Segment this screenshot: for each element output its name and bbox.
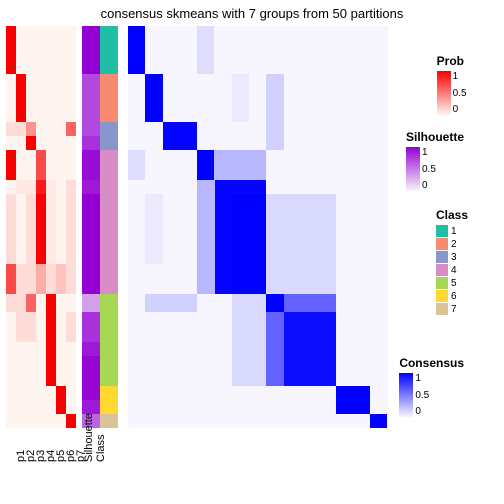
- legend-class-item: 2: [436, 238, 468, 250]
- gradient-bar: 10.50: [399, 373, 413, 417]
- legend-title: Silhouette: [406, 130, 464, 144]
- p6-column: [56, 26, 66, 428]
- legend-consensus: Consensus 10.50: [399, 356, 464, 419]
- track-labels: p1p2p3p4p5p6p7SilhouetteClass: [6, 462, 118, 474]
- p4-column: [36, 26, 46, 428]
- chart-title: consensus skmeans with 7 groups from 50 …: [0, 0, 504, 21]
- legend-class-item: 4: [436, 264, 468, 276]
- annotation-tracks: [6, 26, 118, 428]
- legend-class-item: 1: [436, 225, 468, 237]
- legend-class-item: 6: [436, 290, 468, 302]
- legend-title: Class: [436, 208, 468, 222]
- legend-class-item: 5: [436, 277, 468, 289]
- p7-column: [66, 26, 76, 428]
- legend-class-item: 3: [436, 251, 468, 263]
- legend-prob: Prob 10.50: [437, 54, 464, 117]
- p5-column: [46, 26, 56, 428]
- gradient-bar: 10.50: [406, 147, 420, 191]
- consensus-heatmap: [128, 26, 388, 428]
- legend-class-item: 7: [436, 303, 468, 315]
- legend-silhouette: Silhouette 10.50: [406, 130, 464, 193]
- class-column: [100, 26, 118, 428]
- legend-title: Consensus: [399, 356, 464, 370]
- silhouette-column: [82, 26, 100, 428]
- legend-class: Class 1234567: [436, 208, 468, 316]
- p3-column: [26, 26, 36, 428]
- legend-title: Prob: [437, 54, 464, 68]
- p2-column: [16, 26, 26, 428]
- p1-column: [6, 26, 16, 428]
- gradient-bar: 10.50: [437, 71, 451, 115]
- plot-area: [6, 26, 388, 428]
